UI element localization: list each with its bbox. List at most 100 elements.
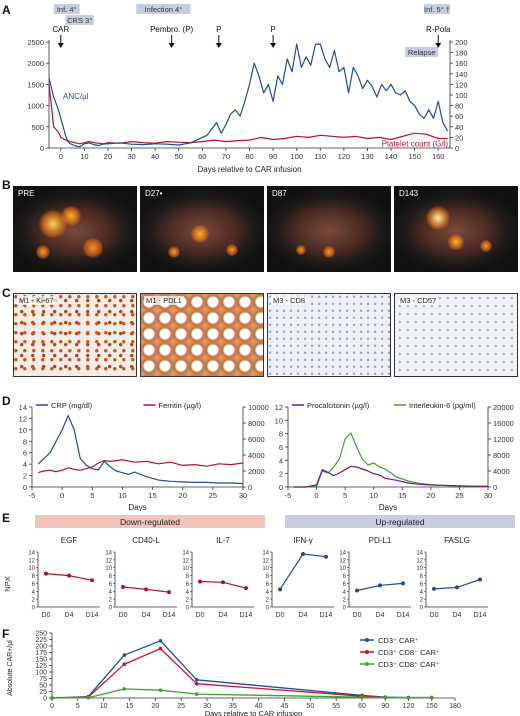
- y-tick-label: 2500: [27, 38, 44, 47]
- series-platelet-line: [48, 84, 448, 145]
- x-tick-label: 15: [148, 491, 156, 500]
- group-header-bar: [35, 515, 265, 528]
- y-tick-label: 0: [420, 606, 424, 612]
- histology-frame-label: M3 - CD8: [271, 296, 308, 305]
- x-tick-label: 110: [314, 152, 326, 161]
- x-tick-label: 50: [306, 703, 314, 710]
- x-tick-label: 25: [177, 703, 185, 710]
- y-tick-label: 12: [262, 558, 269, 564]
- data-point: [122, 687, 127, 691]
- x-tick-label: 30: [127, 152, 135, 161]
- y-tick-label: 8: [266, 574, 270, 580]
- y-tick-label: 150: [35, 657, 47, 664]
- x-tick-label: 0: [314, 491, 318, 500]
- y2-tick-label: 80: [455, 102, 463, 111]
- series-ferritin-line: [37, 459, 244, 474]
- ct-frame: PRE: [13, 186, 137, 272]
- x-tick-label: 5: [76, 703, 80, 710]
- x-tick-label: 20: [179, 491, 187, 500]
- subplot-title: PD-L1: [369, 536, 392, 545]
- x-tick-label: 10: [370, 491, 378, 500]
- y-tick-label: 12: [28, 558, 35, 564]
- x-tick-label: 120: [338, 152, 351, 161]
- data-point: [198, 579, 202, 584]
- pet-uptake-spot: [296, 245, 306, 255]
- y2-tick-label: 0: [248, 483, 252, 492]
- ct-frame-label: PRE: [18, 189, 35, 198]
- group-header-label: Up-regulated: [375, 517, 424, 527]
- data-point: [455, 585, 459, 590]
- y-tick-label: 8: [23, 437, 27, 446]
- y-tick-label: 4: [420, 590, 424, 596]
- x-tick-label: 0: [50, 703, 54, 710]
- y-tick-label: 0: [266, 606, 270, 612]
- legend-label: Interleukin-6 (pg/ml): [409, 401, 476, 410]
- data-point: [122, 653, 127, 657]
- pet-uptake-spot: [61, 206, 81, 226]
- event-label: CRS 3°: [67, 16, 92, 25]
- y-tick-label: 14: [339, 551, 346, 557]
- y-tick-label: 0: [279, 483, 283, 492]
- x-tick-label: 25: [209, 491, 217, 500]
- y2-tick-label: 8000: [248, 419, 265, 428]
- y-axis-label: NPX: [3, 576, 12, 591]
- histology-frame-label: M3 - CD57: [398, 296, 439, 305]
- x-tick-label: -5: [285, 491, 292, 500]
- x-tick-label: 40: [255, 703, 263, 710]
- ct-frame: D27•: [140, 186, 264, 272]
- data-point: [158, 688, 163, 692]
- y-tick-label: 0: [186, 606, 190, 612]
- x-tick-label: 20: [104, 152, 112, 161]
- event-label: Inf. 5° †: [424, 5, 450, 14]
- y-tick-label: 75: [39, 676, 47, 683]
- y2-tick-label: 16000: [493, 419, 514, 428]
- pet-uptake-spot: [448, 234, 464, 250]
- event-bar: [136, 4, 191, 14]
- y2-tick-label: 20000: [493, 403, 514, 412]
- x-tick-label: 90: [269, 152, 277, 161]
- chart-e: Down-regulated Up-regulated NPX EGF 0 2 4 6 8 10 1…: [3, 515, 515, 619]
- data-point: [360, 695, 364, 700]
- subplot-series-line: [279, 553, 327, 590]
- legend-marker: [365, 638, 369, 642]
- x-axis-label: Days: [128, 503, 146, 511]
- panel-label-c: C: [2, 286, 11, 300]
- x-tick-label: 35: [229, 703, 237, 710]
- y-tick-label: 12: [182, 558, 189, 564]
- x-tick-label: 30: [484, 491, 492, 500]
- data-point: [167, 590, 171, 595]
- group-header-bar: [285, 515, 515, 528]
- x-tick-label: D14: [397, 612, 410, 619]
- x-tick-label: D0: [353, 612, 362, 619]
- y-tick-label: 8: [420, 574, 424, 580]
- series-label-platelet: Platelet count (G/l): [382, 139, 449, 148]
- x-tick-label: 5: [90, 491, 94, 500]
- x-tick-label: 150: [408, 152, 421, 161]
- data-point: [406, 695, 411, 700]
- y-tick-label: 200: [35, 644, 47, 651]
- y-tick-label: 8: [343, 574, 347, 580]
- y-tick-label: 6: [266, 582, 270, 588]
- treatment-arrow-head: [215, 43, 222, 48]
- data-point: [244, 586, 248, 591]
- legend-label: CD3⁺ CD8⁻ CAR⁺: [378, 648, 440, 657]
- pet-uptake-spot: [426, 206, 450, 230]
- treatment-label: CAR: [52, 25, 69, 34]
- x-tick-label: D4: [65, 612, 74, 619]
- y-tick-label: 10: [262, 566, 269, 572]
- x-tick-label: 50: [175, 152, 183, 161]
- y-tick-label: 4: [186, 590, 190, 596]
- x-tick-label: D4: [142, 612, 151, 619]
- x-tick-label: 160: [432, 152, 445, 161]
- treatment-label: P: [216, 25, 221, 34]
- x-axis-label: Days relative to CAR infusion: [197, 165, 301, 174]
- y2-tick-label: 140: [455, 70, 468, 79]
- data-point: [401, 581, 405, 586]
- panel-label-b: B: [2, 178, 11, 192]
- y-tick-label: 10: [28, 566, 35, 572]
- y-tick-label: 2: [23, 472, 27, 481]
- y2-tick-label: 0: [493, 483, 497, 492]
- y-tick-label: 14: [28, 551, 35, 557]
- y-axis-label: Absolute CAR+/µl: [7, 640, 14, 696]
- subplot-title: FASLG: [444, 536, 470, 545]
